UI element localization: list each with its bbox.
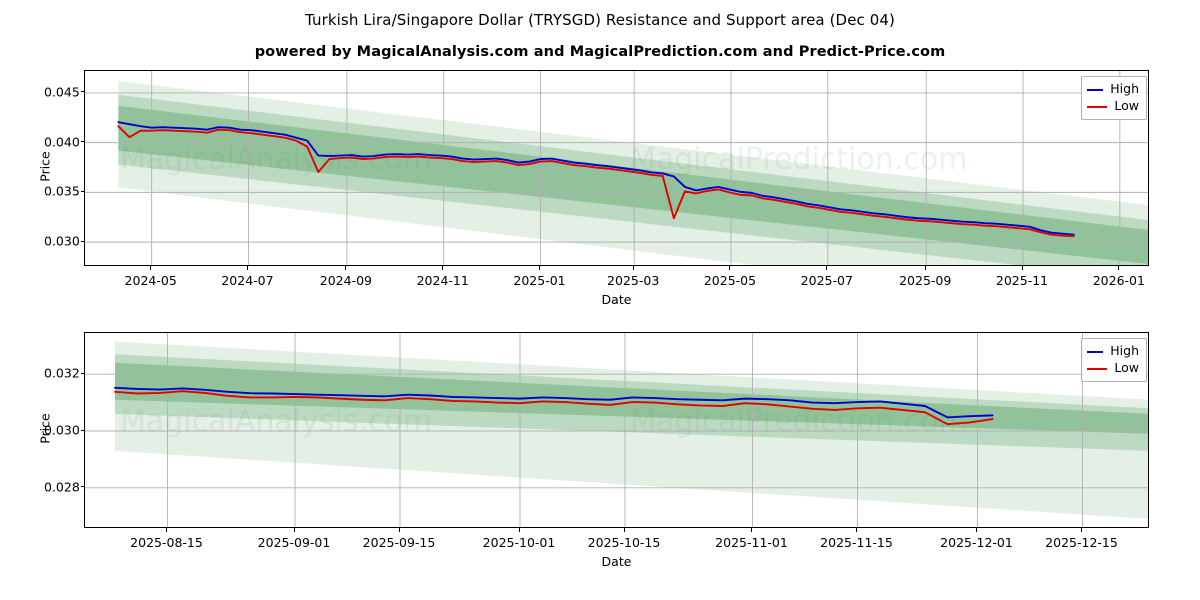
x-tick-mark [976,528,977,532]
y-tick-mark [80,141,84,143]
y-tick-label: 0.030 [44,233,80,249]
x-tick-mark [924,266,926,270]
x-tick-mark [729,266,731,270]
top-x-axis-label: Date [601,292,632,307]
x-tick-mark [246,266,248,270]
x-tick-label: 2024-07 [221,273,274,288]
page-title: Turkish Lira/Singapore Dollar (TRYSGD) R… [305,11,895,29]
page-subtitle: powered by MagicalAnalysis.com and Magic… [254,44,946,60]
top-plot-svg [85,71,1148,265]
x-tick-label: 2025-11-01 [715,535,788,550]
x-tick-mark [398,528,400,532]
x-tick-mark [751,528,752,532]
legend-item-high: High [1087,81,1139,98]
x-tick-mark [623,528,625,532]
top-y-axis-label: Price [37,151,53,182]
x-tick-label: 2025-09-15 [362,535,436,550]
x-tick-mark [1081,528,1082,532]
y-tick-mark [80,486,84,488]
y-tick-label: 0.032 [44,365,80,381]
legend-swatch-high [1087,350,1104,353]
x-tick-label: 2025-10-15 [587,535,661,550]
y-tick-mark [80,240,84,242]
x-tick-label: 2025-05 [703,273,757,288]
legend-label-high: High [1110,343,1139,359]
x-tick-label: 2025-10-01 [482,535,556,550]
x-tick-mark [518,528,520,532]
x-tick-label: 2024-05 [124,273,177,288]
x-tick-label: 2025-01 [513,273,566,288]
x-tick-mark [632,266,634,270]
x-tick-mark [1118,266,1120,270]
x-tick-mark [345,266,347,270]
bottom-x-axis-label: Date [601,554,632,569]
legend-item-low: Low [1087,360,1139,377]
legend-item-high: High [1087,343,1139,360]
x-tick-mark [293,528,295,532]
x-tick-mark [1021,266,1023,270]
y-tick-label: 0.045 [44,84,80,100]
x-tick-mark [166,528,167,532]
y-tick-mark [80,91,84,93]
x-tick-mark [442,266,444,270]
legend-label-low: Low [1114,360,1139,376]
legend-swatch-high [1087,88,1104,91]
legend-swatch-low [1087,105,1108,108]
top-legend: High Low [1081,76,1147,120]
x-tick-mark [856,528,857,532]
y-tick-label: 0.028 [44,479,80,495]
y-tick-label: 0.040 [44,134,80,150]
y-tick-label: 0.035 [44,183,80,199]
y-tick-label: 0.030 [44,422,80,438]
legend-item-low: Low [1087,98,1139,115]
legend-label-low: Low [1114,98,1139,114]
bottom-plot-svg [85,333,1148,527]
x-tick-label: 2025-11-15 [820,535,893,550]
x-tick-label: 2025-08-15 [130,535,203,550]
legend-label-high: High [1110,81,1139,97]
x-tick-label: 2024-09 [319,273,372,288]
bottom-plot-area[interactable]: MagicalAnalysis.com MagicalPrediction.co… [84,332,1149,528]
x-tick-label: 2025-12-01 [940,535,1013,550]
x-tick-label: 2025-12-15 [1045,535,1118,550]
x-tick-label: 2025-03 [607,273,660,288]
x-tick-label: 2025-09 [899,273,952,288]
y-tick-mark [80,190,84,192]
bottom-legend: High Low [1081,338,1147,382]
x-tick-mark [826,266,828,270]
x-tick-mark [539,266,541,270]
top-plot-area[interactable]: MagicalAnalysis.com MagicalPrediction.co… [84,70,1149,266]
legend-swatch-low [1087,367,1108,370]
x-tick-label: 2025-07 [800,273,853,288]
x-tick-mark [150,266,152,270]
x-tick-label: 2026-01 [1092,273,1145,288]
x-tick-label: 2024-11 [416,273,469,288]
y-tick-mark [80,429,84,431]
x-tick-label: 2025-11 [995,273,1049,288]
y-tick-mark [80,372,84,374]
x-tick-label: 2025-09-01 [257,535,331,550]
